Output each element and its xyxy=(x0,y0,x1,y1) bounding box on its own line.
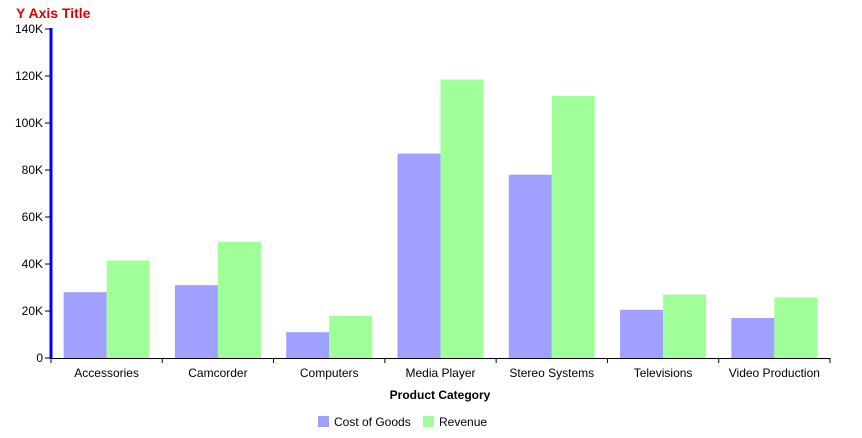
x-tick-label: Camcorder xyxy=(188,366,247,380)
y-tick-label: 40K xyxy=(22,257,43,271)
x-tick-label: Video Production xyxy=(729,366,820,380)
bar-revenue xyxy=(774,297,818,358)
bar-cost-of-goods xyxy=(286,332,330,358)
y-tick-label: 60K xyxy=(22,210,43,224)
x-tick-label: Televisions xyxy=(634,366,693,380)
bar-revenue xyxy=(329,315,373,358)
bar-cost-of-goods xyxy=(397,153,441,358)
y-axis: 0 20K 40K 60K 80K 100K 120K 140K xyxy=(15,22,53,365)
y-tick-label: 140K xyxy=(15,22,43,36)
y-tick-label: 120K xyxy=(15,69,43,83)
x-axis: Accessories Camcorder Computers Media Playe… xyxy=(50,358,831,380)
legend-label: Cost of Goods xyxy=(334,415,411,429)
x-axis-title: Product Category xyxy=(390,388,491,402)
y-tick-label: 0 xyxy=(36,351,43,365)
bar-revenue xyxy=(106,260,150,358)
bar-revenue xyxy=(551,95,595,358)
bar-cost-of-goods xyxy=(63,292,107,358)
bar-revenue xyxy=(440,79,484,359)
x-tick-label: Accessories xyxy=(74,366,139,380)
x-tick-label: Media Player xyxy=(405,366,475,380)
y-tick-label: 100K xyxy=(15,116,43,130)
bar-cost-of-goods xyxy=(508,174,552,358)
legend-swatch xyxy=(318,416,329,427)
bars xyxy=(63,79,818,359)
bar-cost-of-goods xyxy=(731,318,775,358)
y-axis-title: Y Axis Title xyxy=(16,5,91,21)
x-tick-label: Computers xyxy=(300,366,359,380)
y-tick-label: 20K xyxy=(22,304,43,318)
bar-revenue xyxy=(663,294,707,358)
x-tick-label: Stereo Systems xyxy=(509,366,594,380)
bar-cost-of-goods xyxy=(620,309,664,358)
bar-cost-of-goods xyxy=(174,285,218,358)
legend: Cost of Goods Revenue xyxy=(318,415,487,429)
legend-swatch xyxy=(423,416,434,427)
legend-label: Revenue xyxy=(439,415,487,429)
y-tick-label: 80K xyxy=(22,163,43,177)
bar-revenue xyxy=(217,241,261,358)
